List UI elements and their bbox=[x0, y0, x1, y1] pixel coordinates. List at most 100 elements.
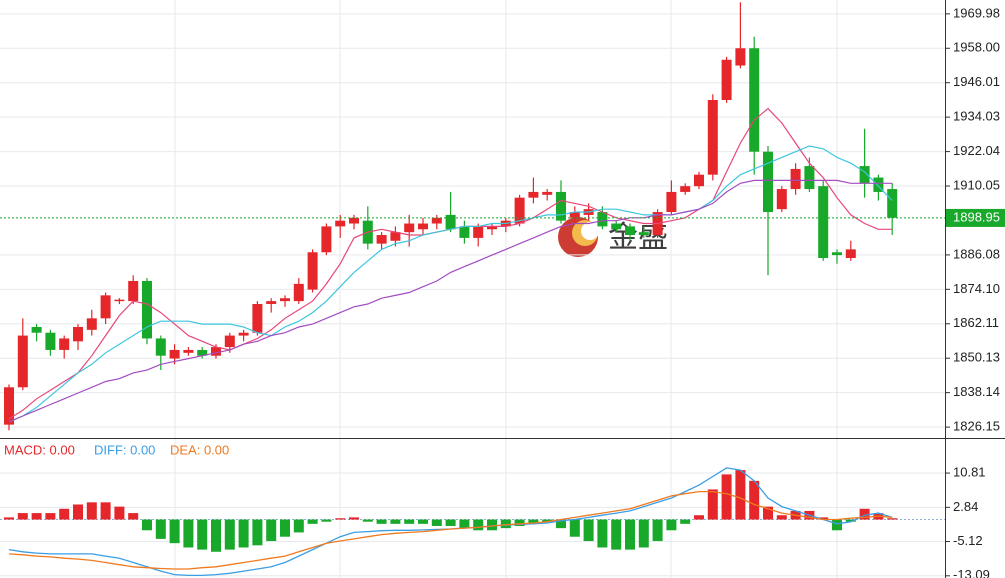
macd-bar bbox=[818, 517, 829, 520]
candle-body bbox=[45, 332, 56, 350]
macd-bar bbox=[142, 519, 152, 531]
macd-bar bbox=[349, 517, 359, 520]
macd-bar bbox=[404, 519, 415, 524]
macd-bar bbox=[707, 489, 718, 520]
candle-body bbox=[252, 303, 263, 333]
macd-bar bbox=[735, 470, 746, 520]
candle-body bbox=[376, 235, 387, 244]
candle-body bbox=[114, 299, 125, 302]
legend-entry: MACD: 0.00 bbox=[4, 442, 75, 457]
candle-body bbox=[445, 214, 456, 230]
candle-body bbox=[100, 295, 111, 319]
line-series bbox=[8, 179, 893, 423]
macd-bar bbox=[625, 519, 635, 550]
y-tick-label: 1850.13 bbox=[953, 350, 1000, 365]
candle-body bbox=[887, 189, 898, 218]
macd-bar bbox=[183, 519, 194, 548]
macd-bar bbox=[252, 519, 263, 546]
candle-body bbox=[128, 280, 139, 302]
candle-body bbox=[266, 301, 277, 304]
macd-bar bbox=[280, 519, 290, 537]
candle-body bbox=[31, 326, 42, 333]
candle-body bbox=[211, 347, 221, 356]
macd-bar bbox=[597, 519, 608, 548]
y-tick-label: -13.09 bbox=[953, 567, 990, 578]
candle-body bbox=[280, 298, 290, 302]
candle-body bbox=[459, 226, 470, 238]
candle-body bbox=[73, 326, 83, 342]
y-tick-label: 1910.05 bbox=[953, 177, 1000, 192]
y-tick-label: 1886.08 bbox=[953, 246, 1000, 261]
macd-bar bbox=[418, 519, 428, 524]
candle-body bbox=[556, 191, 566, 221]
macd-bar bbox=[749, 480, 760, 520]
y-tick-label: 1826.15 bbox=[953, 419, 1000, 434]
candle-body bbox=[224, 335, 235, 348]
candle-body bbox=[86, 318, 97, 330]
macd-bar bbox=[832, 519, 842, 531]
macd-bar bbox=[17, 513, 28, 520]
macd-bar bbox=[500, 519, 511, 529]
line-series bbox=[8, 145, 893, 423]
candle-body bbox=[638, 232, 649, 236]
candle-body bbox=[721, 59, 732, 100]
macd-bar bbox=[362, 519, 373, 522]
macd-bar bbox=[887, 518, 898, 520]
candle-body bbox=[293, 283, 304, 302]
candle-body bbox=[155, 338, 166, 356]
candle-body bbox=[804, 166, 815, 190]
candle-body bbox=[183, 349, 194, 353]
y-tick-label: 1946.01 bbox=[953, 74, 1000, 89]
candle-body bbox=[169, 349, 180, 359]
macd-bar bbox=[224, 519, 235, 550]
watermark-logo bbox=[581, 222, 599, 240]
candle-body bbox=[431, 217, 442, 224]
macd-bar bbox=[611, 519, 622, 550]
macd-bar bbox=[431, 519, 442, 526]
line-series bbox=[8, 490, 893, 570]
candle-body bbox=[238, 332, 249, 336]
macd-bar bbox=[776, 515, 787, 520]
candle-body bbox=[404, 223, 415, 233]
candle-body bbox=[390, 232, 401, 241]
candle-body bbox=[418, 223, 428, 230]
candle-body bbox=[680, 186, 691, 192]
macd-bar bbox=[266, 519, 277, 542]
y-tick-label: 2.84 bbox=[953, 499, 978, 514]
macd-bar bbox=[238, 519, 249, 548]
last-price-label: 1898.95 bbox=[953, 209, 1000, 224]
macd-bar bbox=[859, 508, 870, 520]
macd-bar bbox=[155, 519, 166, 539]
macd-bar bbox=[666, 519, 677, 531]
candle-body bbox=[666, 191, 677, 213]
y-tick-label: 1934.03 bbox=[953, 109, 1000, 124]
macd-bar bbox=[59, 508, 70, 520]
candle-body bbox=[597, 212, 608, 227]
candle-body bbox=[514, 197, 525, 224]
candle-body bbox=[845, 249, 856, 259]
macd-bar bbox=[542, 519, 553, 522]
candle-body bbox=[487, 226, 497, 230]
candle-body bbox=[321, 226, 332, 253]
macd-bar bbox=[293, 519, 304, 533]
macd-bar bbox=[569, 519, 580, 537]
candle-body bbox=[859, 166, 870, 184]
candle-body bbox=[790, 168, 801, 190]
macd-bar bbox=[514, 519, 525, 526]
macd-bar bbox=[638, 519, 649, 548]
macd-bar bbox=[376, 519, 387, 524]
macd-bar bbox=[473, 519, 484, 531]
y-tick-label: 1838.14 bbox=[953, 384, 1000, 399]
candle-body bbox=[542, 191, 553, 195]
candle-body bbox=[749, 48, 760, 152]
candle-body bbox=[625, 226, 635, 236]
y-tick-label: -5.12 bbox=[953, 533, 983, 548]
macd-bar bbox=[445, 519, 456, 526]
macd-bar bbox=[583, 519, 594, 542]
candle-body bbox=[335, 220, 346, 227]
macd-bar bbox=[197, 519, 208, 550]
candle-body bbox=[142, 280, 152, 339]
macd-bar bbox=[128, 513, 139, 520]
candle-body bbox=[4, 387, 14, 425]
